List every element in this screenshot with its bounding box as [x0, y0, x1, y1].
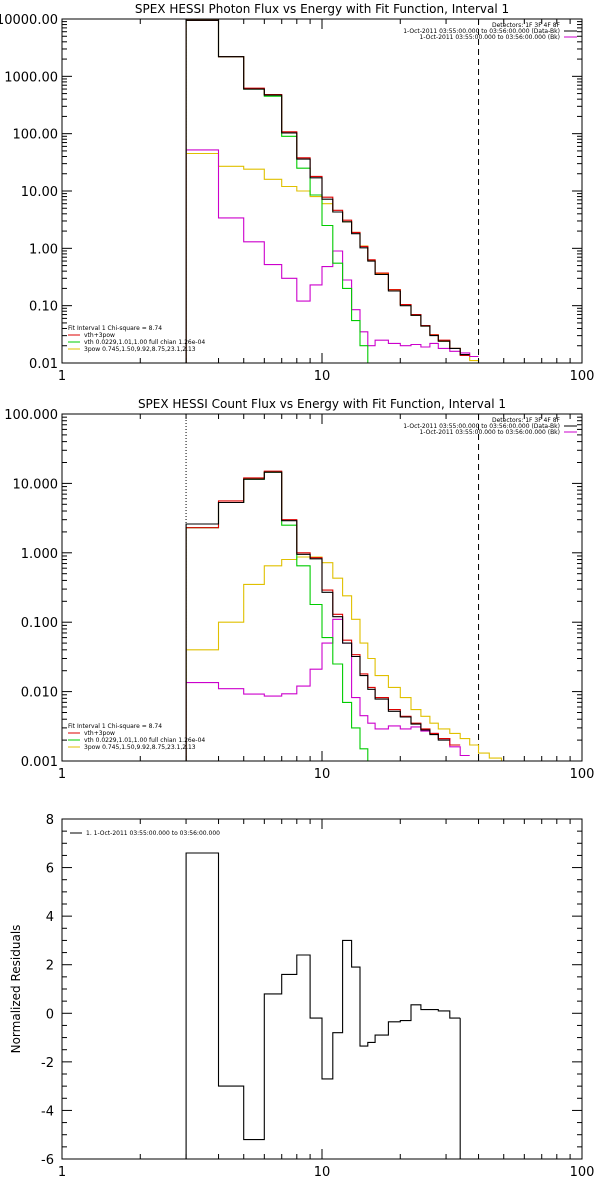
- fit-legend-label: 3pow 0.745,1.50,9.92,8.75,23.1,2.13: [84, 346, 196, 353]
- y-tick-label: 2: [46, 959, 54, 974]
- plot-frame: [61, 818, 583, 1160]
- chart-title: SPEX HESSI Photon Flux vs Energy with Fi…: [135, 2, 509, 16]
- series-line-3: [185, 19, 369, 363]
- series-line-1: [185, 852, 461, 1159]
- header-line: 1-Oct-2011 03:55:00.000 to 03:56:00.000 …: [403, 28, 560, 35]
- y-tick-label: 0.10: [29, 300, 58, 315]
- x-tick-label: 10: [314, 369, 331, 384]
- chart-title: SPEX HESSI Count Flux vs Energy with Fit…: [138, 397, 506, 411]
- y-tick-label: 1.00: [29, 242, 58, 257]
- fit-legend-title: Fit Interval 1 Chi-square = 8.74: [68, 723, 162, 730]
- header-line: 1-Oct-2011 03:55:00.000 to 03:56:00.000 …: [403, 423, 560, 430]
- y-tick-label: 100.000: [4, 408, 58, 423]
- residual-legend-label: 1. 1-Oct-2011 03:55:00.000 to 03:56:00.0…: [86, 830, 220, 837]
- x-tick-label: 100: [570, 767, 595, 782]
- data-layer: [185, 19, 480, 363]
- y-tick-label: 10000.00: [0, 13, 58, 28]
- series-line-2: [185, 470, 461, 761]
- chart-panel-1: SPEX HESSI Photon Flux vs Energy with Fi…: [0, 2, 594, 384]
- y-tick-label: 0.100: [21, 616, 58, 631]
- y-tick-label: -6: [41, 1153, 54, 1168]
- y-tick-label: 10.000: [13, 477, 59, 492]
- chart-panel-3: 1 10 100 -6 -4 -2 0 2 4 6 8 1. 1-Oct-2011 03:55:00.…: [9, 813, 594, 1180]
- y-tick-label: 1.000: [21, 547, 58, 562]
- fit-legend-label: vth 0.0229,1.01,1.00 full chian 1.26e-04: [84, 737, 205, 744]
- x-tick-label: 1: [58, 1165, 66, 1180]
- y-axis-label: Normalized Residuals: [9, 925, 23, 1054]
- fit-legend-label: vth+3pow: [84, 730, 115, 737]
- fit-legend-label: vth+3pow: [84, 332, 115, 339]
- y-tick-label: -2: [41, 1056, 54, 1071]
- fit-legend-title: Fit Interval 1 Chi-square = 8.74: [68, 325, 162, 332]
- x-tick-label: 10: [314, 1165, 331, 1180]
- header-line: 1-Oct-2011 03:55:00.000 to 03:56:00.000 …: [420, 34, 561, 41]
- y-tick-label: 100.00: [13, 128, 59, 143]
- data-layer: [185, 852, 461, 1159]
- y-tick-label: 0: [46, 1007, 54, 1022]
- series-line-4: [185, 152, 480, 363]
- y-tick-label: -4: [41, 1104, 54, 1119]
- series-line-1: [185, 471, 450, 761]
- header-line: Detectors: 1F 3F 4F 8F: [492, 417, 561, 424]
- x-tick-label: 1: [58, 369, 66, 384]
- data-layer: [185, 414, 515, 761]
- y-tick-label: 0.01: [29, 357, 58, 372]
- series-line-2: [185, 19, 470, 363]
- x-tick-label: 100: [570, 1165, 595, 1180]
- x-tick-label: 100: [570, 369, 595, 384]
- header-line: Detectors: 1F 3F 4F 8F: [492, 22, 561, 29]
- x-tick-label: 10: [314, 767, 331, 782]
- y-tick-label: 4: [46, 910, 54, 925]
- y-tick-label: 8: [46, 813, 54, 828]
- series-line-4: [185, 556, 515, 761]
- series-line-1: [185, 19, 470, 363]
- y-tick-label: 1000.00: [4, 70, 58, 85]
- y-tick-label: 0.010: [21, 686, 58, 701]
- fit-legend-label: vth 0.0229,1.01,1.00 full chian 1.26e-04: [84, 339, 205, 346]
- y-tick-label: 6: [46, 862, 54, 877]
- chart-panel-2: SPEX HESSI Count Flux vs Energy with Fit…: [4, 397, 594, 782]
- series-line-3: [185, 471, 376, 761]
- fit-legend-label: 3pow 0.745,1.50,9.92,8.75,23.1,2.13: [84, 744, 196, 751]
- y-tick-label: 0.001: [21, 755, 58, 770]
- x-tick-label: 1: [58, 767, 66, 782]
- y-tick-label: 10.00: [21, 185, 58, 200]
- series-line-5: [185, 618, 470, 761]
- header-line: 1-Oct-2011 03:55:00.000 to 03:56:00.000 …: [420, 429, 561, 436]
